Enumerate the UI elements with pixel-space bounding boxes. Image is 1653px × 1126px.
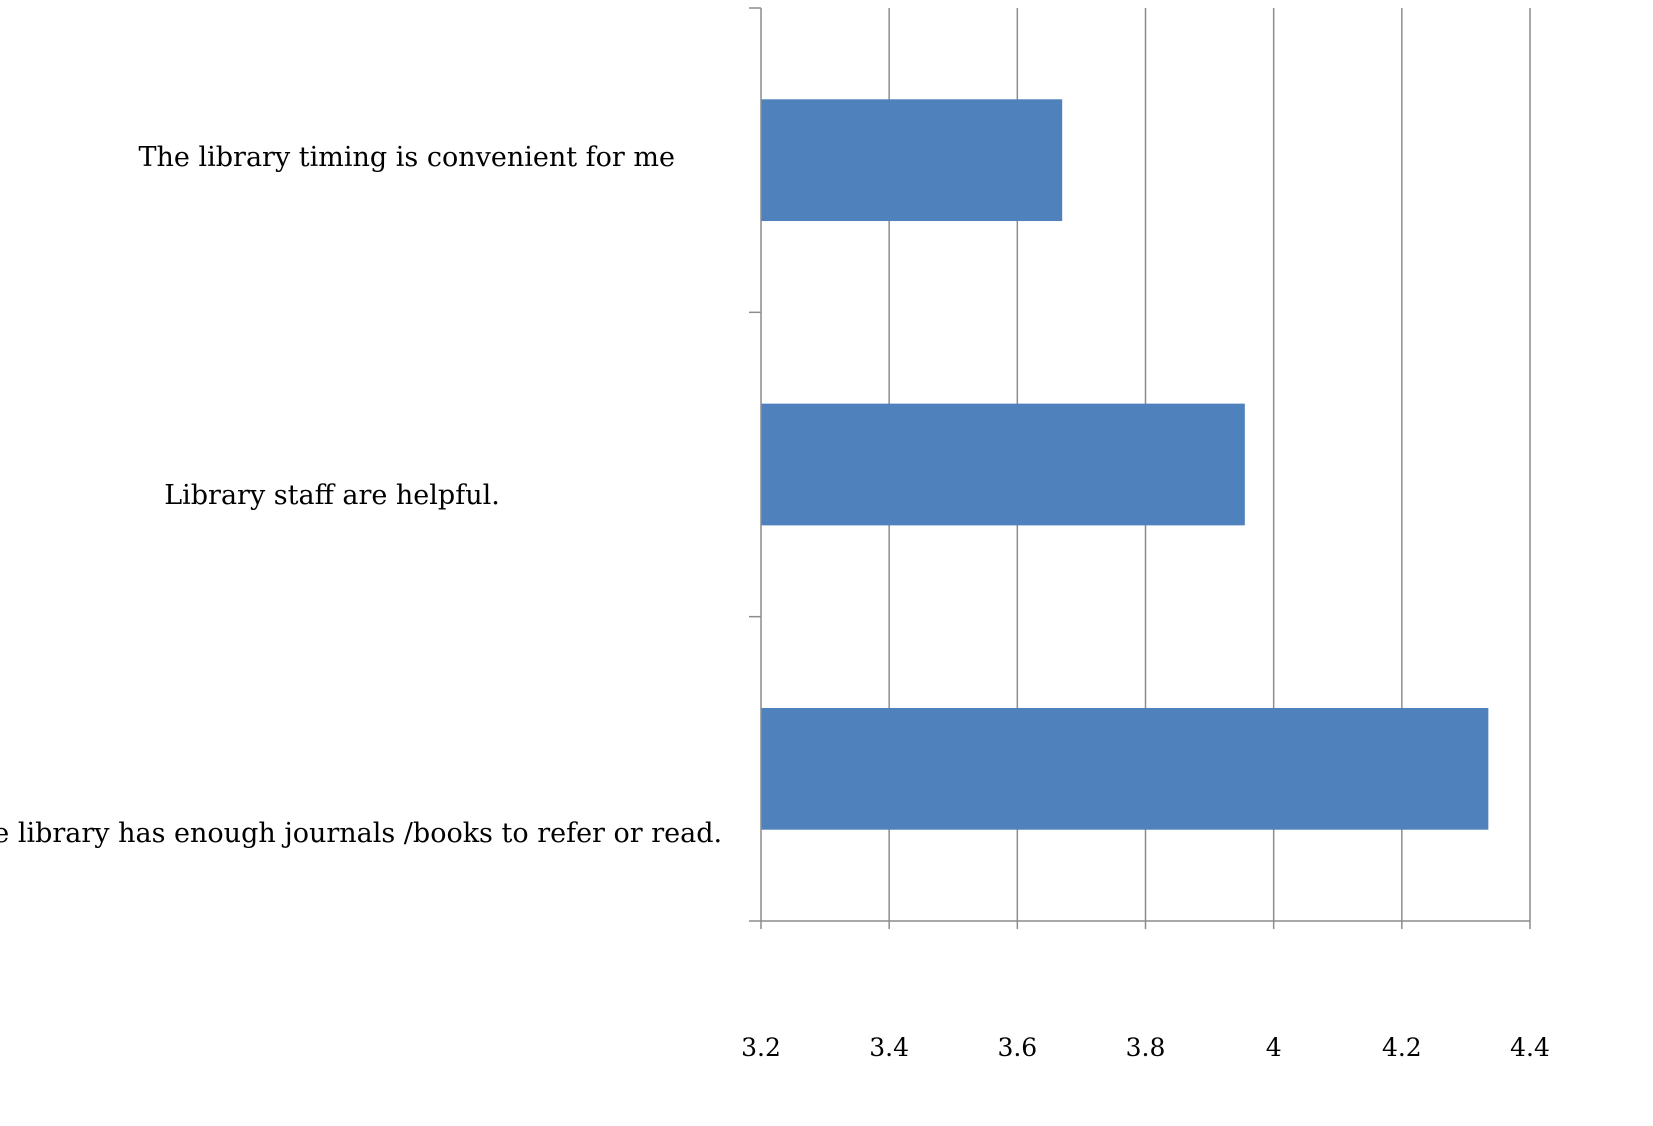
x-tick-label: 3.4 [869,1033,909,1062]
x-tick-label: 3.6 [997,1033,1037,1062]
x-tick-label: 3.8 [1126,1033,1166,1062]
x-tick-label: 4 [1266,1033,1282,1062]
bar [761,99,1063,222]
category-label: The library has enough journals /books t… [0,818,722,849]
axes [749,7,1531,929]
x-tick-label: 3.2 [741,1033,781,1062]
labels: 3.2 3.4 3.6 3.8 4 4.2 4.4 The library timing is… [0,142,1550,1062]
x-tick-label: 4.2 [1382,1033,1422,1062]
category-label: Library staff are helpful. [164,480,500,511]
category-label: The library timing is convenient for me [139,142,675,173]
bars [761,99,1489,830]
x-tick-label: 4.4 [1510,1033,1550,1062]
bar [761,403,1245,526]
bar [761,707,1489,830]
